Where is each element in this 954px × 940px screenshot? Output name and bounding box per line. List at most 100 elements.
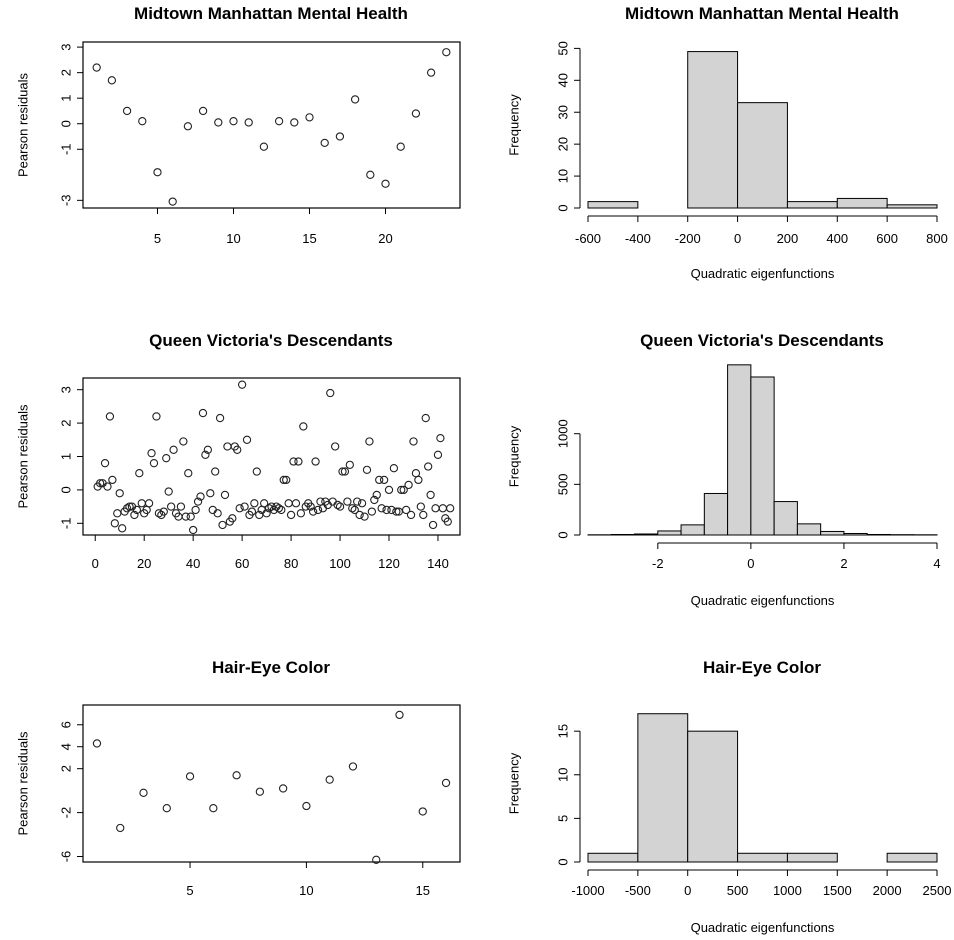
data-point — [169, 445, 178, 454]
data-point — [392, 507, 401, 516]
data-point — [282, 475, 291, 485]
data-point — [306, 502, 315, 511]
data-point — [107, 76, 117, 85]
data-point — [308, 507, 318, 516]
x-tick-label: 1500 — [823, 883, 852, 898]
data-point — [426, 490, 435, 500]
data-point — [162, 454, 171, 463]
data-point — [147, 449, 156, 458]
data-point — [135, 469, 144, 478]
histogram-bar — [737, 102, 788, 209]
data-point — [367, 507, 377, 516]
data-point — [302, 801, 311, 811]
data-point — [416, 502, 425, 511]
y-tick-label: -3 — [58, 195, 73, 207]
data-point — [362, 465, 372, 475]
data-point — [262, 509, 271, 518]
x-tick-label: 15 — [416, 883, 430, 898]
x-tick-label: -1000 — [571, 883, 604, 898]
x-tick-label: 10 — [226, 231, 240, 246]
data-point — [426, 68, 436, 77]
chart-panel-2: Midtown Manhattan Mental Health Frequency… — [506, 4, 947, 281]
data-point — [232, 771, 241, 780]
y-tick-label: 0 — [58, 120, 73, 127]
data-point — [335, 502, 345, 511]
y-tick-label: 50 — [555, 41, 570, 55]
x-tick-label: 20 — [378, 231, 392, 246]
histogram-bar — [703, 492, 729, 536]
x-tick-label: 5 — [154, 231, 161, 246]
chart-title: Queen Victoria's Descendants — [149, 331, 393, 350]
data-point — [381, 179, 390, 188]
x-tick-label: -400 — [625, 231, 651, 246]
data-point — [189, 525, 198, 535]
data-point — [247, 507, 257, 516]
data-point — [105, 412, 115, 421]
y-tick-label: 10 — [555, 169, 570, 183]
data-point — [433, 450, 443, 459]
data-point — [191, 505, 200, 515]
x-tick-label: 60 — [235, 556, 249, 571]
histogram-bar — [587, 852, 639, 863]
histogram-bar — [820, 530, 845, 536]
chart-title: Hair-Eye Color — [212, 658, 330, 677]
data-point — [411, 109, 421, 118]
x-tick-label: 10 — [299, 883, 313, 898]
y-tick-label: -1 — [58, 518, 73, 530]
data-point — [277, 505, 286, 515]
y-tick-label: 30 — [555, 105, 570, 119]
y-tick-label: 5 — [555, 815, 570, 822]
data-point — [421, 413, 430, 423]
histogram-bar — [786, 852, 838, 863]
data-point — [274, 504, 283, 513]
x-axis-label: Quadratic eigenfunctions — [691, 920, 835, 935]
data-point — [284, 499, 293, 508]
data-point — [372, 490, 381, 500]
y-tick-label: -6 — [58, 851, 73, 863]
y-tick-label: 1000 — [555, 419, 570, 448]
data-point — [345, 460, 354, 470]
data-point — [441, 778, 451, 788]
data-point — [108, 475, 117, 485]
data-point — [370, 495, 379, 505]
plot-frame — [82, 704, 461, 863]
x-tick-label: 140 — [427, 556, 449, 571]
chart-title: Hair-Eye Color — [703, 658, 821, 677]
data-point — [259, 142, 269, 151]
data-point — [95, 479, 105, 488]
data-point — [237, 380, 247, 389]
histogram-bar — [866, 533, 891, 536]
data-point — [379, 475, 389, 485]
data-point — [193, 497, 203, 506]
y-tick-label: 15 — [555, 724, 570, 738]
x-axis-label: Quadratic eigenfunctions — [691, 266, 835, 281]
histogram-bar — [886, 204, 938, 209]
y-tick-label: 0 — [58, 486, 73, 493]
data-point — [198, 106, 208, 116]
y-tick-label: 40 — [555, 73, 570, 87]
data-point — [229, 117, 238, 126]
data-point — [350, 505, 359, 515]
y-tick-label: 10 — [555, 768, 570, 782]
data-point — [92, 63, 101, 72]
data-point — [305, 113, 314, 122]
data-point — [252, 467, 261, 476]
data-point — [419, 510, 428, 520]
chart-title: Midtown Manhattan Mental Health — [134, 4, 408, 23]
data-point — [228, 514, 237, 523]
x-tick-label: 400 — [826, 231, 848, 246]
data-point — [103, 482, 112, 491]
data-point — [443, 517, 452, 526]
x-axis-label: Quadratic eigenfunctions — [691, 593, 835, 608]
x-tick-label: 20 — [137, 556, 151, 571]
chart-panel-5: Hair-Eye Color Pearson residuals 5 10 15 -6 -2… — [15, 658, 461, 898]
data-point — [244, 118, 253, 127]
y-tick-label: 0 — [555, 858, 570, 865]
y-tick-label: 500 — [555, 474, 570, 496]
data-point — [325, 775, 334, 784]
data-point — [115, 489, 124, 498]
data-point — [233, 445, 242, 454]
data-point — [397, 485, 406, 495]
x-tick-label: 2 — [840, 556, 847, 571]
data-point — [137, 499, 146, 508]
